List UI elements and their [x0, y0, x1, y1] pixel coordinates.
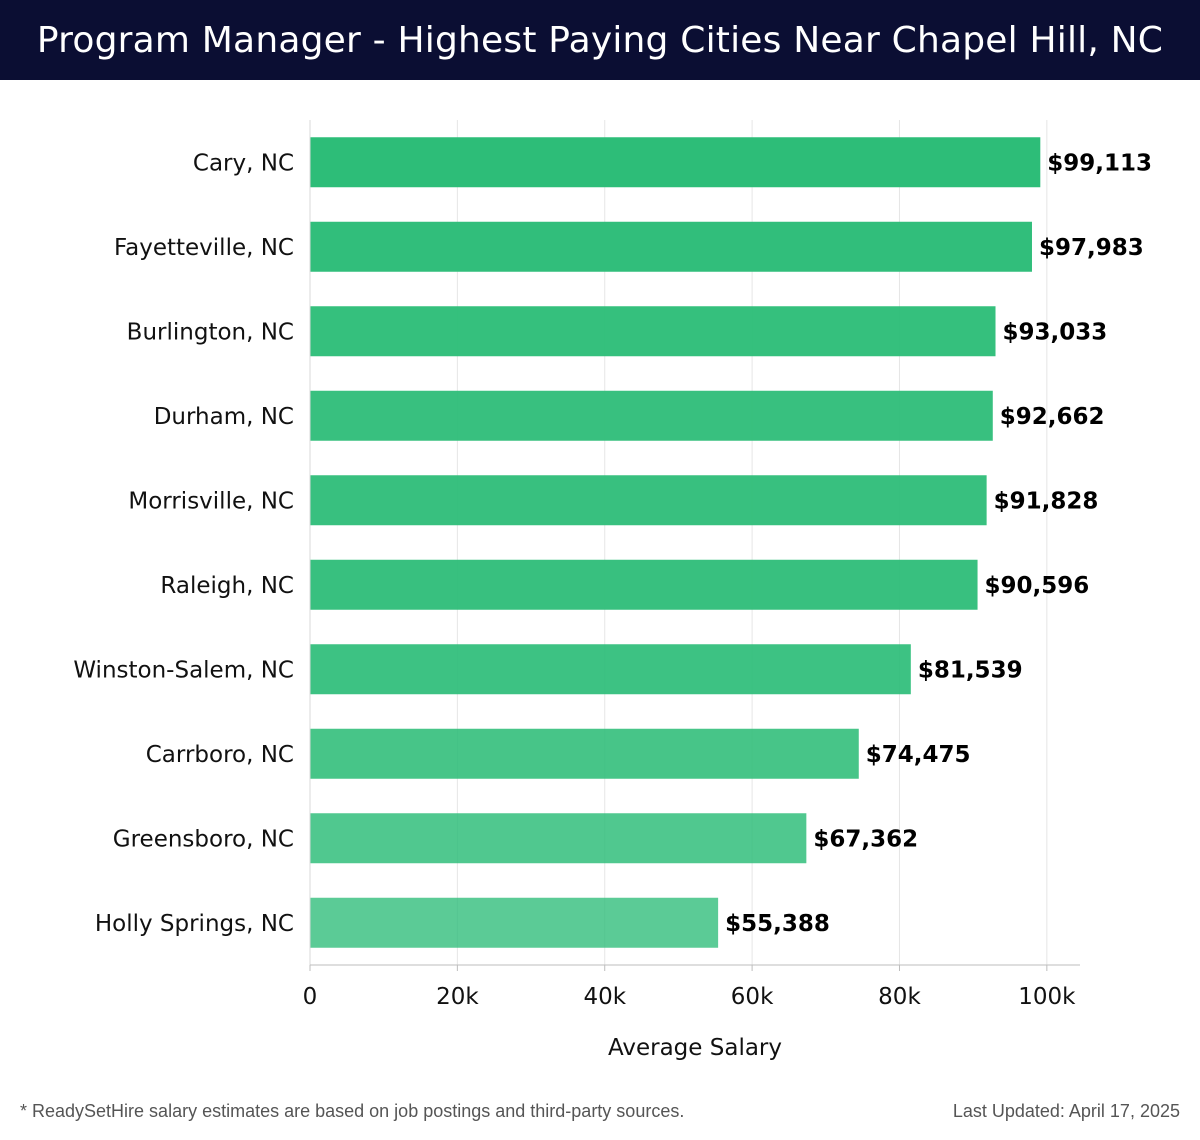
salary-bar-chart: Cary, NC Fayetteville, NC Burlington, NC Du… [73, 120, 1152, 1061]
bar [310, 897, 719, 948]
category-label: Carrboro, NC [146, 742, 294, 768]
category-label: Holly Springs, NC [95, 911, 294, 937]
category-labels: Cary, NC Fayetteville, NC Burlington, NC Du… [73, 150, 294, 937]
data-label: $99,113 [1047, 150, 1152, 176]
x-tick-label: 40k [583, 984, 626, 1010]
bar [310, 475, 987, 526]
x-tick-label: 80k [878, 984, 921, 1010]
data-label: $91,828 [994, 488, 1099, 514]
chart-header: Program Manager - Highest Paying Cities … [0, 0, 1200, 80]
value-labels: $99,113 $97,983 $93,033 $92,662 $91,828 $90,5… [725, 150, 1152, 937]
category-label: Morrisville, NC [128, 488, 294, 514]
data-label: $74,475 [866, 742, 971, 768]
chart-title: Program Manager - Highest Paying Cities … [36, 19, 1164, 61]
category-label: Burlington, NC [127, 319, 294, 345]
category-label: Fayetteville, NC [114, 235, 294, 261]
category-label: Greensboro, NC [113, 826, 294, 852]
bar [310, 221, 1032, 272]
x-axis: 0 20k 40k 60k 80k 100k [303, 120, 1080, 1010]
data-label: $81,539 [918, 657, 1023, 683]
bar [310, 813, 807, 864]
category-label: Durham, NC [154, 404, 294, 430]
data-label: $93,033 [1003, 319, 1108, 345]
last-updated: Last Updated: April 17, 2025 [952, 1101, 1180, 1121]
bar [310, 559, 978, 610]
data-label: $92,662 [1000, 404, 1105, 430]
category-label: Cary, NC [193, 150, 294, 176]
x-axis-title: Average Salary [608, 1035, 782, 1061]
bar [310, 137, 1041, 188]
x-tick-label: 20k [436, 984, 479, 1010]
data-label: $90,596 [985, 573, 1090, 599]
x-tick-label: 0 [303, 984, 318, 1010]
bar [310, 390, 993, 441]
bar [310, 728, 859, 779]
data-label: $97,983 [1039, 235, 1144, 261]
category-label: Winston-Salem, NC [73, 657, 294, 683]
data-label: $55,388 [725, 911, 830, 937]
x-tick-label: 60k [731, 984, 774, 1010]
x-tick-label: 100k [1018, 984, 1076, 1010]
bar [310, 644, 911, 695]
footer-note: * ReadySetHire salary estimates are base… [20, 1101, 685, 1121]
data-label: $67,362 [813, 826, 918, 852]
bars [310, 137, 1041, 948]
bar [310, 306, 996, 357]
category-label: Raleigh, NC [160, 573, 294, 599]
